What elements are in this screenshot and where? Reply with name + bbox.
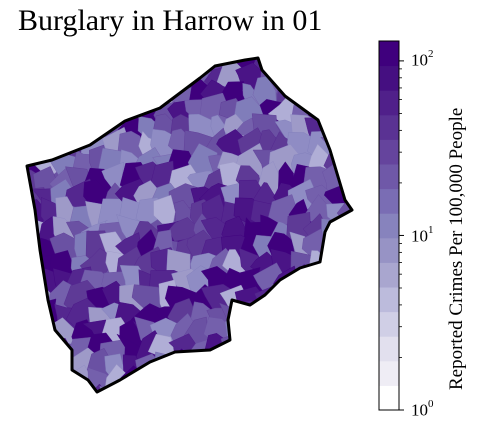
colorbar-band [379,188,399,214]
colorbar-band [379,90,399,116]
colorbar-frame [378,40,400,411]
map-title: Burglary in Harrow in 01 [18,4,323,37]
colorbar-band [379,65,399,91]
colorbar-band [379,336,399,362]
colorbar-band [379,237,399,263]
colorbar-band [379,360,399,386]
colorbar-band [379,385,399,411]
colorbar-band [379,114,399,140]
colorbar-tick-100: 102 [411,48,434,70]
colorbar-band [379,287,399,313]
colorbar-band [379,41,399,67]
colorbar-band [379,213,399,239]
colorbar-band [379,164,399,190]
colorbar-band [379,311,399,337]
borough-boundary [25,56,354,394]
colorbar-band [379,139,399,165]
colorbar-tick-10: 101 [411,224,434,246]
colorbar-label: Reported Crimes Per 100,000 People [446,107,467,390]
colorbar-band [379,262,399,288]
colorbar-tick-1: 100 [411,398,434,420]
